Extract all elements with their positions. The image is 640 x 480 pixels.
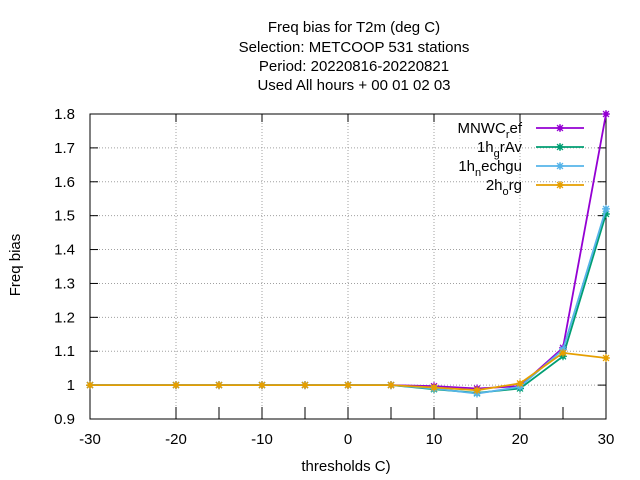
x-tick-label: -20 [165, 431, 187, 448]
legend-label-main: MNWC [457, 120, 505, 137]
legend-label-tail: ef [509, 120, 522, 137]
data-point-marker [556, 162, 564, 170]
data-point-marker [258, 381, 266, 390]
y-axis-label: Freq bias [7, 234, 24, 297]
series-line-3 [86, 204, 610, 398]
legend-entry-1: MNWCref [457, 120, 584, 141]
legend-label: 2horg [486, 177, 522, 198]
data-point-marker [86, 381, 94, 390]
legend-label: MNWCref [457, 120, 522, 141]
legend-label-main: 2h [486, 177, 503, 194]
grid-lines [90, 114, 606, 419]
data-point-marker [473, 386, 481, 395]
x-axis-label: thresholds C) [301, 458, 390, 475]
x-tick-label: 0 [344, 431, 352, 448]
data-point-marker [602, 209, 610, 218]
series-path [90, 208, 607, 395]
title-line-2: Selection: METCOOP 531 stations [239, 39, 470, 56]
y-tick-label: 1.5 [54, 208, 75, 225]
legend-entry-2: 1hgrAv [477, 139, 584, 160]
x-tick-label: 20 [512, 431, 529, 448]
legend-label-sub: g [494, 148, 500, 160]
data-point-marker [559, 348, 567, 357]
data-series [86, 110, 610, 398]
series-line-4 [86, 348, 610, 395]
data-point-marker [556, 124, 564, 132]
legend-label: 1hnechgu [458, 158, 522, 179]
data-point-marker [602, 354, 610, 362]
x-tick-label: 10 [426, 431, 443, 448]
data-point-marker [556, 181, 564, 189]
data-point-marker [602, 204, 610, 213]
y-tick-label: 1.6 [54, 174, 75, 191]
data-point-marker [387, 381, 395, 390]
y-tick-label: 1.3 [54, 275, 75, 292]
legend-entry-4: 2horg [486, 177, 584, 198]
y-tick-label: 0.9 [54, 411, 75, 428]
legend-label-main: 1h [477, 139, 494, 156]
x-tick-label: -10 [251, 431, 273, 448]
series-path [90, 113, 607, 390]
series-path [90, 351, 607, 392]
x-tick-label: 30 [598, 431, 615, 448]
legend-label-tail: rg [509, 177, 522, 194]
chart-title: Freq bias for T2m (deg C) Selection: MET… [239, 19, 470, 94]
legend-label-tail: rAv [500, 139, 523, 156]
legend-label-sub: o [503, 186, 509, 198]
y-tick-label: 1.7 [54, 140, 75, 157]
title-line-3: Period: 20220816-20220821 [259, 58, 449, 75]
data-point-marker [430, 383, 438, 392]
data-point-marker [172, 381, 180, 390]
legend-label-tail: echgu [481, 158, 522, 175]
legend-entry-3: 1hnechgu [458, 158, 584, 179]
data-point-marker [556, 143, 564, 151]
x-tick-label: -30 [79, 431, 101, 448]
y-tick-label: 1 [67, 377, 75, 394]
data-point-marker [215, 381, 223, 390]
data-point-marker [301, 381, 309, 390]
data-point-marker [516, 379, 524, 388]
legend-label-sub: n [475, 167, 481, 179]
legend-label: 1hgrAv [477, 139, 523, 160]
axis-ticks: 0.9 1 1.1 1.2 1.3 1.4 1.5 1.6 1.7 1.8 -30 -20 -10 0 10… [54, 106, 614, 448]
y-tick-label: 1.2 [54, 309, 75, 326]
series-line-1 [86, 110, 610, 393]
title-line-4: Used All hours + 00 01 02 03 [257, 77, 450, 94]
data-point-marker [602, 110, 610, 118]
legend-label-sub: r [506, 129, 510, 141]
y-tick-label: 1.4 [54, 242, 75, 259]
y-tick-label: 1.8 [54, 106, 75, 123]
data-point-marker [344, 381, 352, 390]
legend-label-main: 1h [458, 158, 475, 175]
y-tick-label: 1.1 [54, 343, 75, 360]
plot-frame [89, 113, 607, 420]
title-line-1: Freq bias for T2m (deg C) [268, 19, 440, 36]
